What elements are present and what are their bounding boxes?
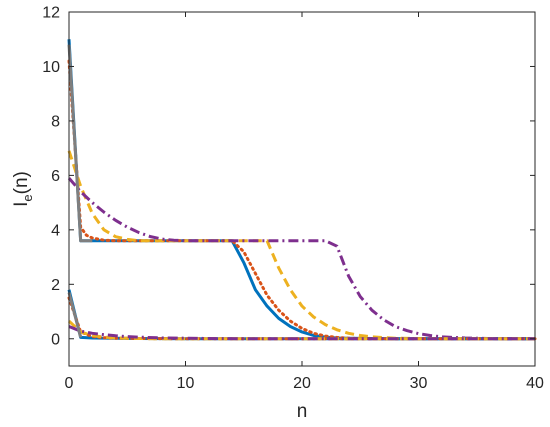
- x-axis-label: n: [297, 401, 308, 422]
- y-axis-label: Ie(n): [11, 171, 35, 207]
- y-ticks: 0 2 4 6 8 10 12: [42, 5, 535, 348]
- x-tick-label: 40: [526, 375, 544, 392]
- y-tick-label: 4: [51, 222, 60, 239]
- series-line-10: [67, 292, 83, 338]
- x-tick-label: 20: [293, 375, 311, 392]
- y-axis-label-main: I: [11, 202, 32, 207]
- x-tick-label: 10: [177, 375, 195, 392]
- y-tick-label: 8: [51, 113, 60, 130]
- y-tick-label: 12: [42, 5, 60, 22]
- y-axis-label-tail: (n): [11, 171, 32, 194]
- series-line-3: [67, 150, 535, 341]
- series-layer: [67, 39, 537, 341]
- series-line-2: [67, 59, 537, 341]
- y-tick-label: 2: [51, 277, 60, 294]
- y-axis-label-subscript: e: [20, 194, 35, 201]
- x-tick-label: 30: [410, 375, 428, 392]
- y-tick-label: 6: [51, 168, 60, 185]
- y-tick-label: 0: [51, 331, 60, 348]
- y-tick-label: 10: [42, 59, 60, 76]
- series-line-5: [67, 44, 93, 243]
- x-tick-label: 0: [65, 375, 74, 392]
- svg-text:Ie(n): Ie(n): [11, 171, 35, 207]
- plot-area: [69, 12, 535, 366]
- series-line-4: [67, 177, 535, 341]
- x-ticks: 0 10 20 30 40: [65, 12, 544, 392]
- series-line-9: [68, 325, 535, 341]
